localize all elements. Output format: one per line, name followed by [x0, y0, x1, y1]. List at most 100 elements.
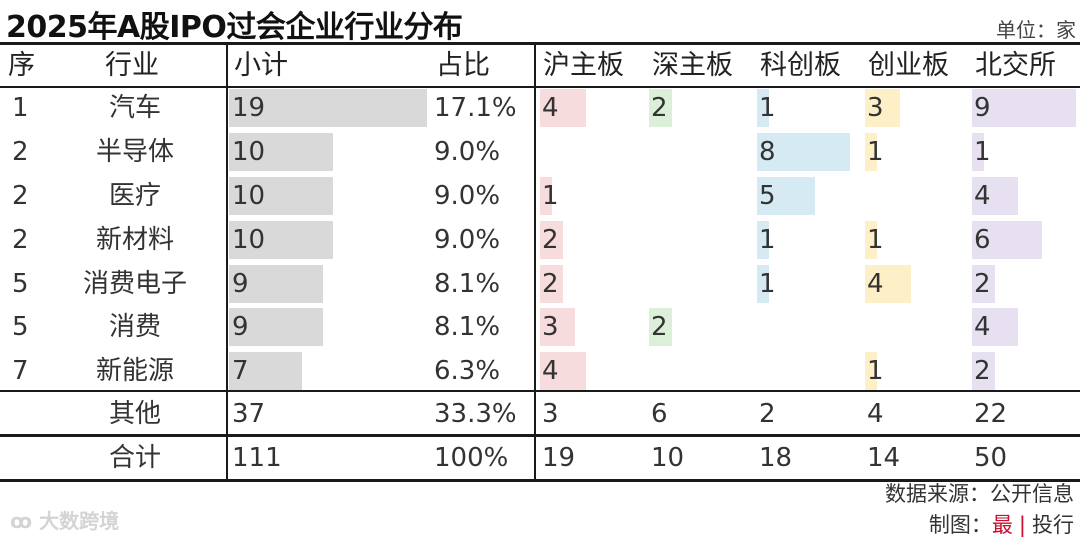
- share-value: 9.0%: [434, 225, 501, 255]
- row-rank: 1: [12, 93, 29, 123]
- subtotal-value: 9: [232, 312, 249, 342]
- board-bar: [649, 89, 673, 127]
- table-bottom-rule: [0, 479, 1080, 482]
- subtotal-bar: [229, 89, 427, 127]
- board-bar: [972, 221, 1042, 259]
- board-value: 1: [867, 356, 884, 386]
- other-board-value: 3: [542, 399, 559, 429]
- board-bar: [757, 89, 769, 127]
- header-rule: [0, 86, 1080, 88]
- board-value: 2: [542, 225, 559, 255]
- board-value: 1: [759, 269, 776, 299]
- other-board-value: 4: [867, 399, 884, 429]
- board-bar: [540, 352, 587, 390]
- board-value: 1: [759, 93, 776, 123]
- other-board-value: 22: [974, 399, 1008, 429]
- row-rank: 2: [12, 137, 29, 167]
- board-bar: [972, 265, 996, 303]
- board-value: 3: [867, 93, 884, 123]
- board-value: 2: [974, 269, 991, 299]
- table-top-rule: [0, 42, 1080, 45]
- board-value: 4: [974, 181, 991, 211]
- board-bar: [757, 133, 850, 171]
- row-rank: 2: [12, 181, 29, 211]
- share-value: 8.1%: [434, 312, 501, 342]
- other-board-value: 6: [651, 399, 668, 429]
- board-bar: [865, 221, 877, 259]
- page-title: 2025年A股IPO过会企业行业分布: [6, 10, 463, 45]
- share-value: 8.1%: [434, 269, 501, 299]
- board-value: 2: [974, 356, 991, 386]
- row-industry: 新材料: [95, 225, 174, 255]
- board-bar: [972, 89, 1077, 127]
- board-bar: [972, 352, 996, 390]
- board-bar: [540, 89, 587, 127]
- header-rank: 序: [8, 50, 35, 81]
- share-value: 9.0%: [434, 137, 501, 167]
- board-value: 2: [542, 269, 559, 299]
- maker-separator: |: [1018, 513, 1026, 537]
- subtotal-bar: [229, 177, 333, 215]
- maker-name-a: 最: [991, 513, 1013, 537]
- row-rank: 2: [12, 225, 29, 255]
- share-value: 17.1%: [434, 93, 517, 123]
- total-subtotal: 111: [232, 443, 282, 473]
- board-bar: [865, 133, 877, 171]
- row-industry: 汽车: [108, 93, 161, 123]
- source-note: 数据来源：公开信息: [885, 482, 1074, 506]
- board-value: 3: [542, 312, 559, 342]
- divider-after-industry: [226, 44, 228, 480]
- total-board-value: 14: [867, 443, 901, 473]
- header-board-5: 北交所: [975, 50, 1056, 81]
- other-rule: [0, 390, 1080, 392]
- watermark-icon: ꝏ: [10, 509, 33, 533]
- unit-label: 单位：家: [996, 18, 1076, 42]
- total-board-value: 18: [759, 443, 793, 473]
- board-bar: [865, 89, 900, 127]
- total-industry: 合计: [108, 443, 161, 473]
- subtotal-value: 7: [232, 356, 249, 386]
- subtotal-value: 10: [232, 181, 266, 211]
- board-bar: [865, 352, 877, 390]
- other-subtotal: 37: [232, 399, 266, 429]
- board-bar: [757, 265, 769, 303]
- row-industry: 消费电子: [82, 269, 187, 299]
- board-value: 4: [542, 356, 559, 386]
- header-share: 占比: [436, 50, 490, 81]
- board-value: 2: [651, 312, 668, 342]
- board-bar: [540, 265, 564, 303]
- other-industry: 其他: [108, 399, 161, 429]
- row-industry: 新能源: [95, 356, 174, 386]
- total-share: 100%: [434, 443, 509, 473]
- board-value: 1: [867, 225, 884, 255]
- board-bar: [757, 177, 815, 215]
- board-value: 8: [759, 137, 776, 167]
- board-bar: [540, 308, 575, 346]
- total-board-value: 50: [974, 443, 1008, 473]
- board-value: 1: [542, 181, 559, 211]
- board-bar: [540, 221, 564, 259]
- share-value: 9.0%: [434, 181, 501, 211]
- row-rank: 5: [12, 269, 29, 299]
- header-industry: 行业: [105, 50, 159, 81]
- subtotal-value: 10: [232, 137, 266, 167]
- maker-prefix: 制图：: [928, 513, 992, 537]
- board-bar: [540, 177, 552, 215]
- header-subtotal: 小计: [234, 50, 288, 81]
- row-rank: 7: [12, 356, 29, 386]
- board-value: 1: [759, 225, 776, 255]
- subtotal-bar: [229, 352, 302, 390]
- total-board-value: 19: [542, 443, 576, 473]
- maker-note: 制图：最 | 投行: [929, 509, 1074, 539]
- row-industry: 医疗: [108, 181, 161, 211]
- subtotal-bar: [229, 265, 323, 303]
- row-industry: 消费: [108, 312, 161, 342]
- other-share: 33.3%: [434, 399, 517, 429]
- board-value: 1: [974, 137, 991, 167]
- total-board-value: 10: [651, 443, 685, 473]
- header-board-1: 沪主板: [543, 50, 624, 81]
- board-bar: [972, 133, 984, 171]
- maker-name-b: 投行: [1032, 513, 1074, 537]
- subtotal-bar: [229, 308, 323, 346]
- board-bar: [649, 308, 673, 346]
